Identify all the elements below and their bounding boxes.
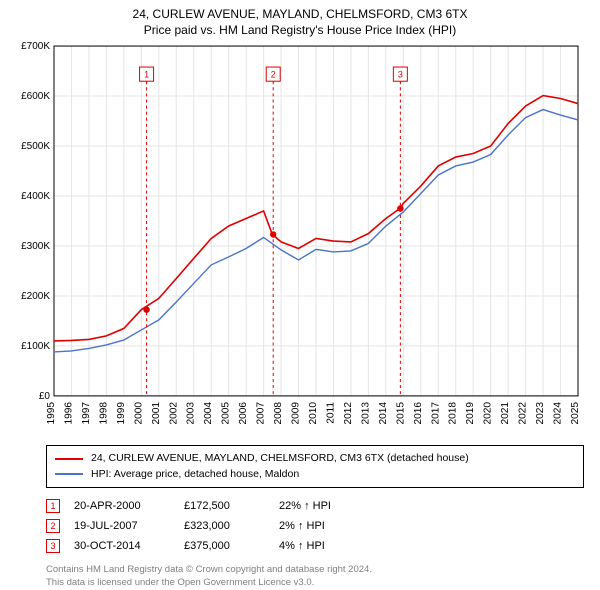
legend-swatch-property [55, 458, 83, 460]
svg-text:2005: 2005 [221, 402, 232, 425]
svg-text:1996: 1996 [64, 402, 75, 425]
svg-text:2006: 2006 [238, 402, 249, 425]
sale-diff: 22% ↑ HPI [279, 500, 331, 512]
svg-text:2018: 2018 [448, 402, 459, 425]
sale-row: 3 30-OCT-2014 £375,000 4% ↑ HPI [46, 536, 584, 556]
svg-text:£0: £0 [39, 391, 51, 402]
sale-price: £323,000 [184, 520, 279, 532]
sale-marker-icon: 2 [46, 519, 60, 533]
svg-text:2019: 2019 [465, 402, 476, 425]
sale-diff: 2% ↑ HPI [279, 520, 325, 532]
title-block: 24, CURLEW AVENUE, MAYLAND, CHELMSFORD, … [10, 6, 590, 38]
chart-svg: £0 £100K £200K £300K £400K £500K £600K £700K 199… [10, 42, 584, 438]
legend-row: HPI: Average price, detached house, Mald… [55, 467, 575, 483]
footer-line-1: Contains HM Land Registry data © Crown c… [46, 564, 584, 576]
sale-marker-icon: 1 [46, 499, 60, 513]
footer: Contains HM Land Registry data © Crown c… [46, 564, 584, 589]
sale-marker-icon: 3 [46, 539, 60, 553]
svg-text:2020: 2020 [483, 402, 494, 425]
sale-diff: 4% ↑ HPI [279, 540, 325, 552]
legend-label: 24, CURLEW AVENUE, MAYLAND, CHELMSFORD, … [91, 451, 469, 467]
svg-text:2016: 2016 [413, 402, 424, 425]
svg-text:2004: 2004 [203, 402, 214, 425]
svg-text:1999: 1999 [116, 402, 127, 425]
svg-text:£400K: £400K [21, 191, 50, 202]
page-container: 24, CURLEW AVENUE, MAYLAND, CHELMSFORD, … [0, 0, 600, 590]
sale-row: 1 20-APR-2000 £172,500 22% ↑ HPI [46, 496, 584, 516]
legend-row: 24, CURLEW AVENUE, MAYLAND, CHELMSFORD, … [55, 451, 575, 467]
svg-text:1998: 1998 [98, 402, 109, 425]
svg-text:2013: 2013 [360, 402, 371, 425]
svg-text:£500K: £500K [21, 141, 50, 152]
svg-text:£700K: £700K [21, 42, 50, 52]
title-line-2: Price paid vs. HM Land Registry's House … [10, 22, 590, 38]
title-line-1: 24, CURLEW AVENUE, MAYLAND, CHELMSFORD, … [10, 6, 590, 22]
legend-label: HPI: Average price, detached house, Mald… [91, 467, 299, 483]
svg-text:£600K: £600K [21, 91, 50, 102]
svg-text:2023: 2023 [535, 402, 546, 425]
svg-text:2024: 2024 [553, 402, 564, 425]
svg-text:2008: 2008 [273, 402, 284, 425]
svg-text:2014: 2014 [378, 402, 389, 425]
sales-table: 1 20-APR-2000 £172,500 22% ↑ HPI 2 19-JU… [46, 496, 584, 556]
svg-text:2025: 2025 [570, 402, 581, 425]
svg-text:2015: 2015 [395, 402, 406, 425]
svg-text:2010: 2010 [308, 402, 319, 425]
sale-row: 2 19-JUL-2007 £323,000 2% ↑ HPI [46, 516, 584, 536]
svg-text:£300K: £300K [21, 241, 50, 252]
legend-swatch-hpi [55, 473, 83, 475]
svg-text:1995: 1995 [46, 402, 57, 425]
svg-text:1: 1 [144, 70, 149, 80]
svg-text:2021: 2021 [500, 402, 511, 425]
svg-text:2017: 2017 [430, 402, 441, 425]
sale-price: £172,500 [184, 500, 279, 512]
sale-date: 20-APR-2000 [74, 500, 184, 512]
svg-text:2011: 2011 [326, 402, 337, 424]
svg-text:2009: 2009 [291, 402, 302, 425]
svg-text:2001: 2001 [151, 402, 162, 425]
chart: £0 £100K £200K £300K £400K £500K £600K £700K 199… [10, 42, 584, 438]
svg-text:2007: 2007 [256, 402, 267, 425]
svg-text:2: 2 [271, 70, 276, 80]
legend: 24, CURLEW AVENUE, MAYLAND, CHELMSFORD, … [46, 445, 584, 489]
svg-text:2012: 2012 [343, 402, 354, 425]
svg-text:2002: 2002 [168, 402, 179, 425]
svg-text:3: 3 [398, 70, 403, 80]
svg-text:£100K: £100K [21, 341, 50, 352]
sale-date: 30-OCT-2014 [74, 540, 184, 552]
svg-text:2022: 2022 [518, 402, 529, 425]
svg-text:2003: 2003 [186, 402, 197, 425]
svg-text:£200K: £200K [21, 291, 50, 302]
sale-price: £375,000 [184, 540, 279, 552]
sale-date: 19-JUL-2007 [74, 520, 184, 532]
svg-text:2000: 2000 [133, 402, 144, 425]
svg-text:1997: 1997 [81, 402, 92, 425]
footer-line-2: This data is licensed under the Open Gov… [46, 577, 584, 589]
